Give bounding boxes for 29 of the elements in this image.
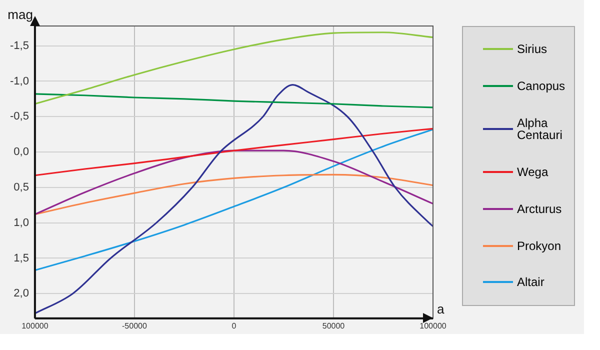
y-tick-label: 0,5 [14, 181, 29, 194]
x-tick-label: 0 [232, 321, 237, 330]
line-series [34, 150, 433, 216]
x-axis-title: a [437, 301, 445, 316]
x-tick-label: 100000 [420, 321, 447, 330]
y-tick-label: 1,5 [14, 252, 29, 264]
y-tick-label: 2,0 [14, 288, 29, 300]
y-axis-title: mag [8, 7, 33, 22]
line-series [34, 93, 433, 108]
line-series [34, 128, 433, 176]
line-series [34, 84, 433, 314]
y-tick-label: -1,5 [10, 40, 29, 52]
y-tick-label: -1,0 [10, 75, 29, 88]
x-tick-label: -50000 [122, 321, 148, 330]
x-tick-label: 100000 [22, 321, 49, 330]
legend-label: Alpha Centauri [517, 116, 564, 142]
y-tick-label: 1,0 [14, 216, 29, 229]
legend-label: Wega [517, 164, 550, 179]
line-series [34, 32, 433, 105]
y-tick-label: -0,5 [10, 110, 29, 123]
y-tick-label: 0,0 [14, 146, 29, 158]
legend-label: Sirius [517, 42, 548, 56]
legend-label: Canopus [517, 79, 566, 94]
x-tick-label: 50000 [322, 321, 346, 330]
legend-label: Prokyon [517, 238, 562, 253]
line-series [34, 128, 433, 272]
legend-label: Altair [517, 275, 546, 290]
line-series [34, 174, 433, 216]
legend-label: Arcturus [517, 202, 563, 216]
